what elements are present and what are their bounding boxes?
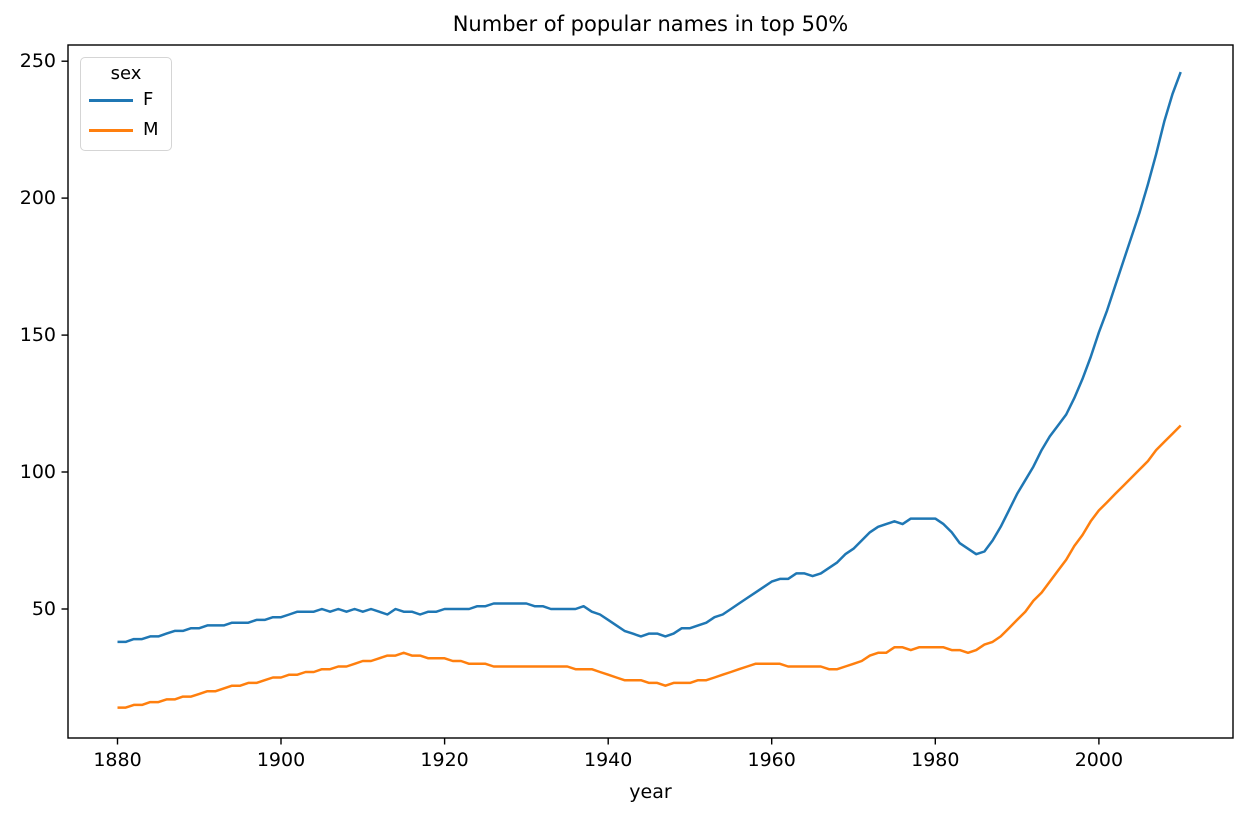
legend-line-sample-m bbox=[89, 128, 133, 132]
y-tick-label: 150 bbox=[19, 324, 56, 347]
series-line-f bbox=[117, 71, 1182, 644]
x-tick-label: 1920 bbox=[420, 749, 469, 771]
y-tick-label: 250 bbox=[19, 50, 56, 73]
tick-marks bbox=[61, 60, 1100, 745]
x-tick-label: 1940 bbox=[584, 749, 633, 771]
y-tick-label: 50 bbox=[31, 598, 56, 620]
y-tick-label: 100 bbox=[19, 461, 56, 483]
x-tick-label: 1900 bbox=[256, 749, 306, 771]
x-tick-label: 1980 bbox=[911, 749, 960, 771]
axes-frame bbox=[67, 44, 1234, 739]
series-line-m bbox=[117, 424, 1182, 709]
y-tick-label: 200 bbox=[19, 187, 56, 210]
legend-entry-f: F bbox=[81, 85, 171, 115]
x-tick-label: 1880 bbox=[93, 749, 142, 771]
legend-label-m: M bbox=[143, 119, 159, 140]
x-tick-label: 2000 bbox=[1074, 749, 1124, 771]
legend-title: sex bbox=[110, 63, 142, 84]
legend-line-sample-f bbox=[89, 98, 133, 102]
data-lines bbox=[117, 71, 1182, 709]
legend-entry-m: M bbox=[81, 115, 171, 145]
legend-label-f: F bbox=[143, 89, 154, 110]
x-axis-label: year bbox=[629, 781, 672, 803]
chart-title: Number of popular names in top 50% bbox=[452, 12, 849, 36]
x-tick-label: 1960 bbox=[747, 749, 796, 771]
legend: sex F M bbox=[80, 57, 172, 151]
